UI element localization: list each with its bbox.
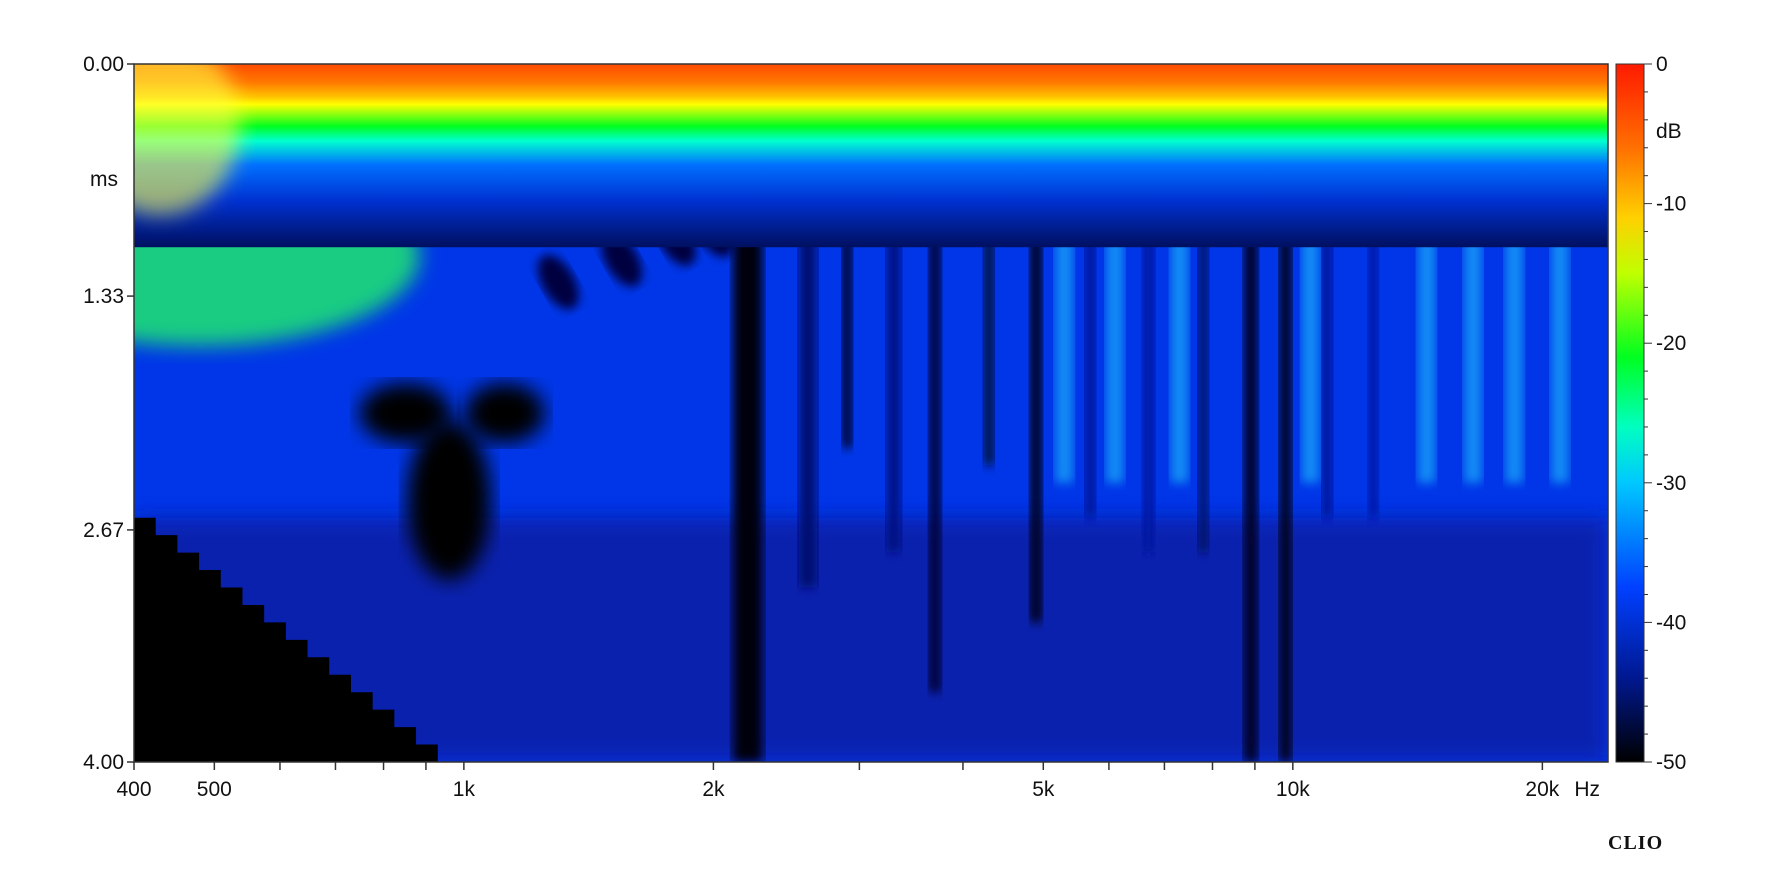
decay-streak bbox=[1368, 221, 1379, 518]
noise-floor-region bbox=[134, 517, 438, 762]
decay-streak bbox=[842, 221, 853, 448]
y-tick-label: 2.67 bbox=[83, 519, 124, 542]
y-tick-label: 4.00 bbox=[83, 751, 124, 774]
x-tick-label: 500 bbox=[197, 778, 232, 801]
clio-logo: CLIO bbox=[1608, 832, 1664, 854]
decay-streak bbox=[1030, 221, 1043, 623]
decay-highlight bbox=[1464, 221, 1483, 483]
colorbar-unit: dB bbox=[1656, 120, 1682, 143]
decay-streak bbox=[1279, 221, 1292, 762]
x-axis: 400 500 1k 2k 5k 10k 20k bbox=[116, 762, 1560, 801]
plot-frame bbox=[133, 63, 1609, 763]
decay-streak bbox=[1243, 221, 1258, 762]
direct-sound-band bbox=[134, 64, 1608, 248]
heatmap-plot-area bbox=[134, 64, 1608, 762]
x-tick-label: 5k bbox=[1032, 778, 1055, 801]
x-tick-label: 2k bbox=[702, 778, 725, 801]
decay-streak bbox=[1142, 221, 1155, 553]
colorbar-tick-label: -40 bbox=[1656, 611, 1686, 634]
y-tick-label: 0.00 bbox=[83, 53, 124, 76]
decay-highlight bbox=[1417, 221, 1436, 483]
decay-highlight bbox=[1550, 221, 1569, 483]
dip-right-arm bbox=[464, 383, 545, 443]
decay-highlight bbox=[1055, 221, 1074, 483]
colorbar-axis: 0 -10 -20 -30 -40 -50 bbox=[1644, 53, 1686, 774]
y-axis-label: ms bbox=[90, 168, 118, 191]
dip-left-arm bbox=[359, 383, 452, 443]
reflection-blob bbox=[537, 254, 579, 310]
x-axis-unit: Hz bbox=[1574, 778, 1600, 801]
dip-core bbox=[407, 420, 492, 581]
colorbar-tick-label: -20 bbox=[1656, 332, 1686, 355]
decay-highlight bbox=[1301, 221, 1320, 483]
decay-streak bbox=[886, 221, 901, 553]
decay-streak bbox=[1198, 221, 1209, 553]
decay-highlight bbox=[1105, 221, 1124, 483]
decay-streak bbox=[1085, 221, 1096, 518]
x-tick-label: 10k bbox=[1276, 778, 1310, 801]
colorbar-tick-label: -50 bbox=[1656, 751, 1686, 774]
decay-streak bbox=[798, 221, 817, 588]
decay-streak bbox=[983, 221, 994, 466]
decay-streak bbox=[928, 221, 941, 693]
x-tick-label: 1k bbox=[453, 778, 476, 801]
x-tick-label: 400 bbox=[116, 778, 151, 801]
y-axis: 0.00 1.33 2.67 4.00 bbox=[83, 53, 134, 774]
decay-highlight bbox=[1505, 221, 1524, 483]
colorbar bbox=[1615, 63, 1645, 763]
colorbar-tick-label: 0 bbox=[1656, 53, 1668, 76]
decay-streak bbox=[732, 221, 763, 762]
colorbar-tick-label: -30 bbox=[1656, 472, 1686, 495]
decay-streak bbox=[1322, 221, 1333, 518]
y-tick-label: 1.33 bbox=[83, 285, 124, 308]
colorbar-tick-label: -10 bbox=[1656, 193, 1686, 216]
decay-highlight bbox=[1170, 221, 1189, 483]
low-freq-onset bbox=[134, 64, 241, 216]
x-tick-label: 20k bbox=[1525, 778, 1559, 801]
